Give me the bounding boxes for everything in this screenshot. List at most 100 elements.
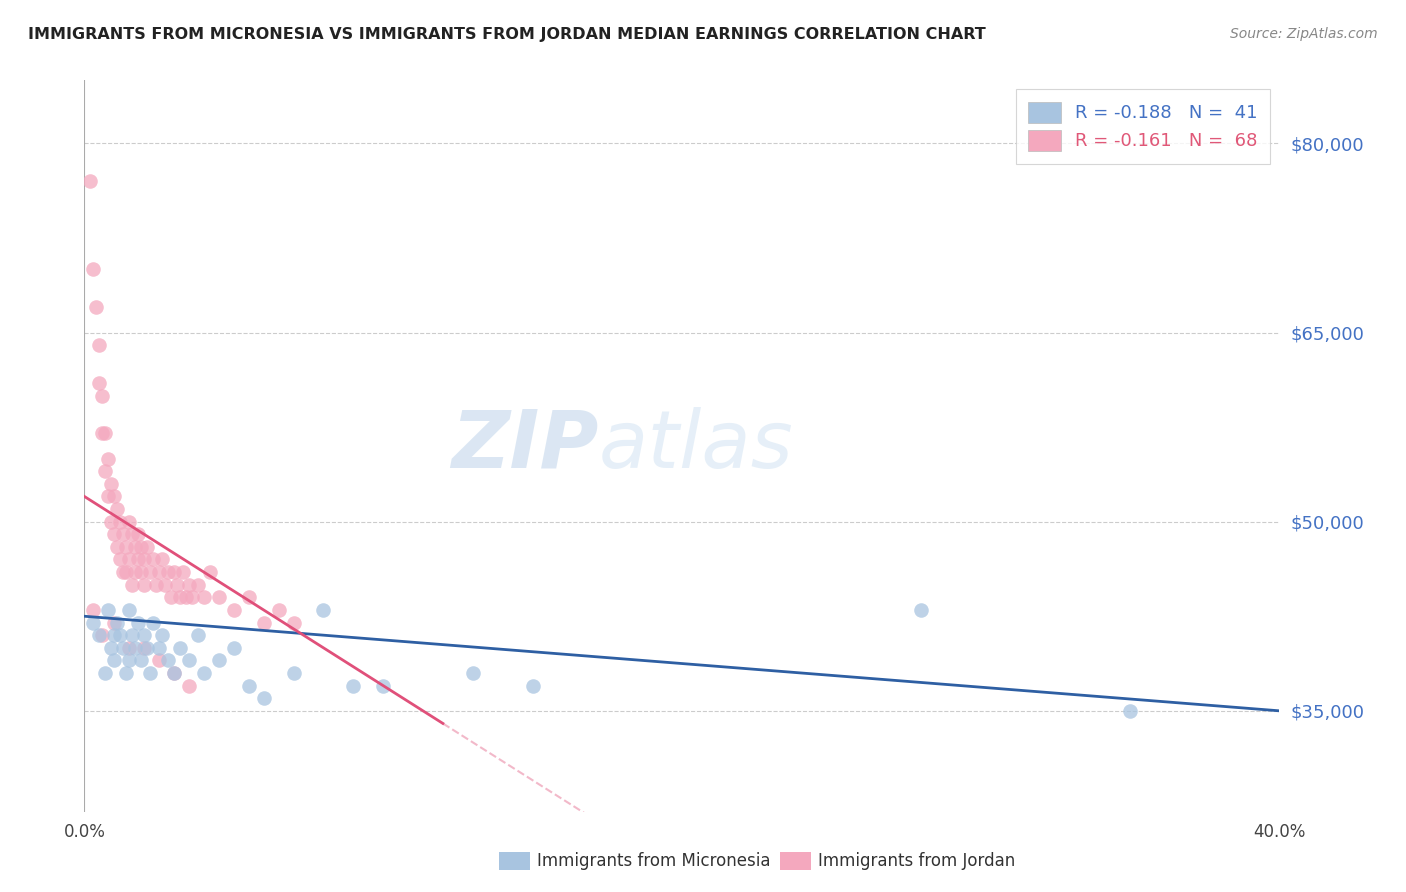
Point	[157, 565, 180, 579]
Point	[373, 679, 395, 693]
Point	[129, 565, 152, 579]
Point	[82, 603, 104, 617]
Point	[177, 653, 200, 667]
Point	[160, 591, 183, 605]
Point	[124, 540, 146, 554]
Point	[222, 640, 245, 655]
Point	[94, 426, 117, 441]
Point	[150, 628, 173, 642]
Point	[121, 628, 143, 642]
Point	[103, 527, 125, 541]
Point	[238, 591, 260, 605]
Point	[86, 300, 108, 314]
Point	[522, 679, 544, 693]
Point	[103, 628, 125, 642]
Point	[127, 615, 149, 630]
Text: IMMIGRANTS FROM MICRONESIA VS IMMIGRANTS FROM JORDAN MEDIAN EARNINGS CORRELATION: IMMIGRANTS FROM MICRONESIA VS IMMIGRANTS…	[28, 27, 986, 42]
Point	[91, 426, 114, 441]
Point	[110, 515, 132, 529]
Point	[312, 603, 335, 617]
Point	[238, 679, 260, 693]
Point	[283, 665, 305, 680]
Point	[105, 502, 128, 516]
Point	[145, 578, 167, 592]
Point	[118, 640, 141, 655]
Point	[222, 603, 245, 617]
Point	[82, 615, 104, 630]
Point	[153, 578, 176, 592]
Point	[174, 591, 197, 605]
Point	[110, 628, 132, 642]
Point	[127, 527, 149, 541]
Point	[103, 653, 125, 667]
Legend: R = -0.188   N =  41, R = -0.161   N =  68: R = -0.188 N = 41, R = -0.161 N = 68	[1015, 89, 1271, 163]
Point	[121, 527, 143, 541]
Point	[89, 376, 111, 390]
Point	[103, 615, 125, 630]
Point	[208, 653, 231, 667]
Point	[150, 552, 173, 566]
Point	[112, 565, 135, 579]
Point	[97, 490, 120, 504]
Point	[208, 591, 231, 605]
Point	[94, 464, 117, 478]
Point	[139, 565, 162, 579]
Point	[103, 490, 125, 504]
Point	[129, 653, 152, 667]
Point	[132, 552, 156, 566]
Point	[105, 615, 128, 630]
Point	[82, 262, 104, 277]
Point	[157, 653, 180, 667]
Point	[148, 640, 170, 655]
Point	[112, 640, 135, 655]
Point	[124, 565, 146, 579]
Point	[139, 665, 162, 680]
Point	[177, 679, 200, 693]
Point	[115, 565, 138, 579]
Point	[118, 515, 141, 529]
Point	[112, 527, 135, 541]
Point	[253, 615, 276, 630]
Point	[115, 665, 138, 680]
Text: Source: ZipAtlas.com: Source: ZipAtlas.com	[1230, 27, 1378, 41]
Point	[91, 628, 114, 642]
Point	[1119, 704, 1142, 718]
Point	[177, 578, 200, 592]
Point	[100, 640, 122, 655]
Point	[132, 628, 156, 642]
Point	[253, 691, 276, 706]
Point	[132, 578, 156, 592]
Point	[97, 603, 120, 617]
Point	[89, 628, 111, 642]
Text: atlas: atlas	[599, 407, 793, 485]
Point	[105, 540, 128, 554]
Point	[118, 603, 141, 617]
Point	[124, 640, 146, 655]
Point	[187, 578, 209, 592]
Text: ZIP: ZIP	[451, 407, 599, 485]
Point	[169, 591, 191, 605]
Point	[100, 476, 122, 491]
Point	[142, 615, 165, 630]
Point	[181, 591, 204, 605]
Point	[89, 338, 111, 352]
Point	[79, 174, 101, 188]
Point	[166, 578, 188, 592]
Point	[136, 540, 159, 554]
Point	[342, 679, 364, 693]
Point	[132, 640, 156, 655]
Point	[115, 540, 138, 554]
Point	[110, 552, 132, 566]
Point	[163, 665, 186, 680]
Text: Immigrants from Jordan: Immigrants from Jordan	[818, 852, 1015, 870]
Point	[97, 451, 120, 466]
Point	[163, 565, 186, 579]
Point	[193, 591, 215, 605]
Point	[127, 552, 149, 566]
Point	[148, 565, 170, 579]
Point	[169, 640, 191, 655]
Point	[121, 578, 143, 592]
Point	[163, 665, 186, 680]
Point	[283, 615, 305, 630]
Point	[267, 603, 290, 617]
